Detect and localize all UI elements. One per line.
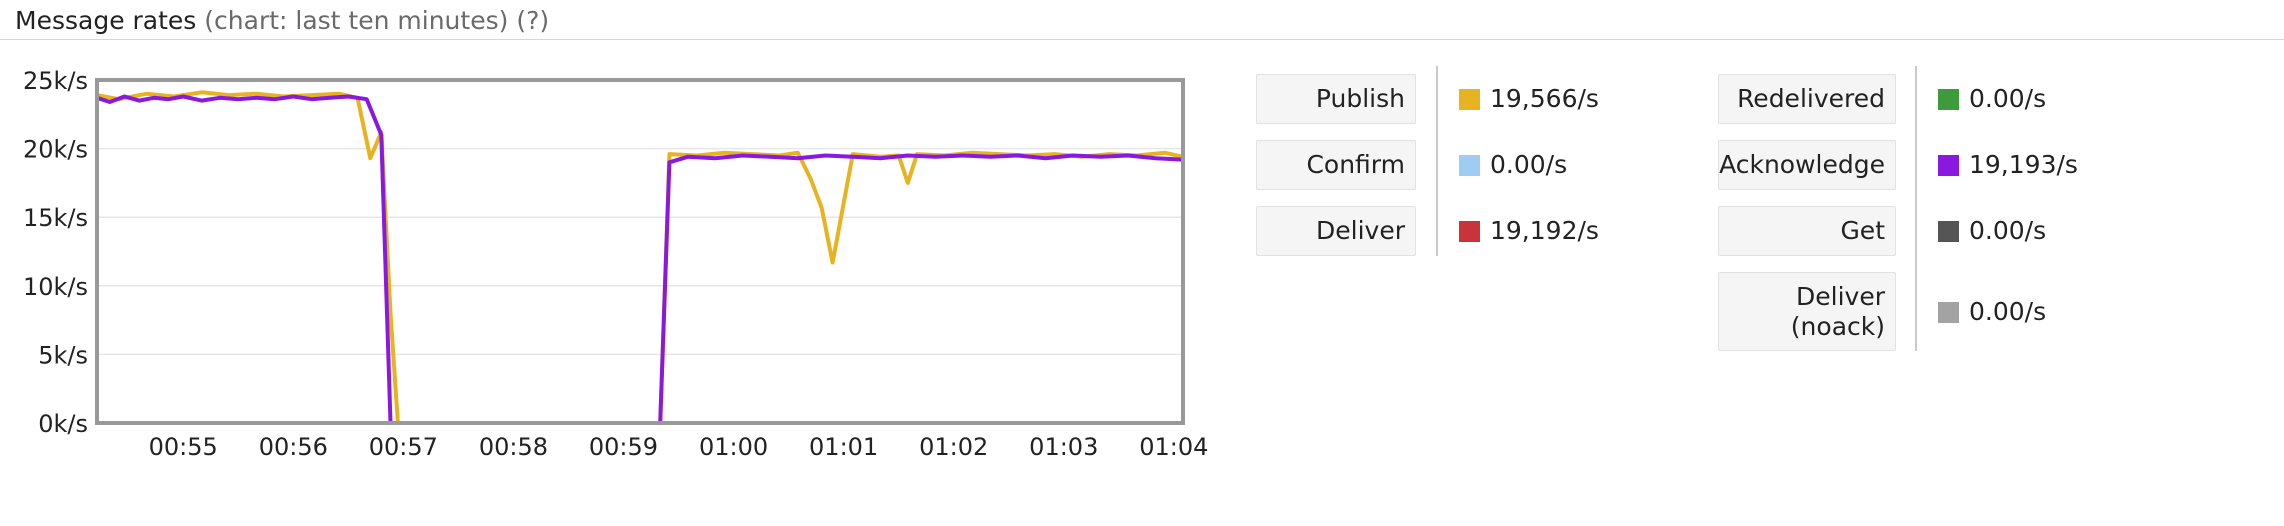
legend-swatch <box>1938 155 1959 176</box>
legend-swatch <box>1938 301 1959 323</box>
legend-swatch <box>1459 155 1480 176</box>
rate-redelivered-button[interactable]: Redelivered <box>1718 74 1896 124</box>
x-tick-label: 01:04 <box>1139 433 1208 461</box>
y-tick-label: 25k/s <box>23 67 88 95</box>
section-title: Message rates <box>15 6 197 35</box>
rate-value: 0.00/s <box>1969 296 2047 326</box>
chart-range-label: (chart: last ten minutes) <box>204 6 509 35</box>
y-tick-label: 10k/s <box>23 273 88 301</box>
rate-value: 19,193/s <box>1969 150 2078 179</box>
rate-value: 0.00/s <box>1969 84 2047 113</box>
x-tick-label: 01:00 <box>699 433 768 461</box>
x-tick-label: 00:57 <box>369 433 438 461</box>
legend-swatch <box>1938 221 1959 242</box>
rate-value: 19,192/s <box>1490 216 1599 245</box>
column-divider <box>1915 66 1917 351</box>
y-tick-label: 20k/s <box>23 136 88 164</box>
rate-publish-button[interactable]: Publish <box>1256 74 1416 124</box>
rate-deliver-button[interactable]: Deliver (noack) <box>1718 272 1896 351</box>
rate-deliver-button[interactable]: Deliver <box>1256 206 1416 256</box>
rate-value: 0.00/s <box>1969 216 2047 245</box>
rate-acknowledge-button[interactable]: Acknowledge <box>1718 140 1896 190</box>
series-line-2 <box>96 94 1184 425</box>
section-header: Message rates (chart: last ten minutes) … <box>15 5 549 37</box>
legend-swatch <box>1938 89 1959 110</box>
legend-swatch <box>1459 221 1480 242</box>
y-tick-label: 15k/s <box>23 204 88 232</box>
y-tick-label: 5k/s <box>38 341 88 369</box>
plot-frame <box>95 78 1185 425</box>
rate-value: 19,566/s <box>1490 84 1599 113</box>
rate-value: 0.00/s <box>1490 150 1568 179</box>
column-divider <box>1436 66 1438 256</box>
x-tick-label: 00:58 <box>479 433 548 461</box>
x-tick-label: 01:02 <box>919 433 988 461</box>
message-rates-chart: 0k/s 5k/s 10k/s 15k/s 20k/s 25k/s 00:55 00:56 00… <box>23 67 1208 461</box>
x-tick-label: 01:03 <box>1029 433 1098 461</box>
series-line-1 <box>96 90 1184 425</box>
rate-confirm-button[interactable]: Confirm <box>1256 140 1416 190</box>
help-link[interactable]: (?) <box>516 6 550 35</box>
rate-get-button[interactable]: Get <box>1718 206 1896 256</box>
y-tick-label: 0k/s <box>38 410 88 438</box>
x-tick-label: 00:59 <box>589 433 658 461</box>
x-tick-label: 01:01 <box>809 433 878 461</box>
x-tick-label: 00:56 <box>259 433 328 461</box>
x-tick-label: 00:55 <box>149 433 218 461</box>
header-divider <box>0 39 2284 40</box>
legend-swatch <box>1459 89 1480 110</box>
